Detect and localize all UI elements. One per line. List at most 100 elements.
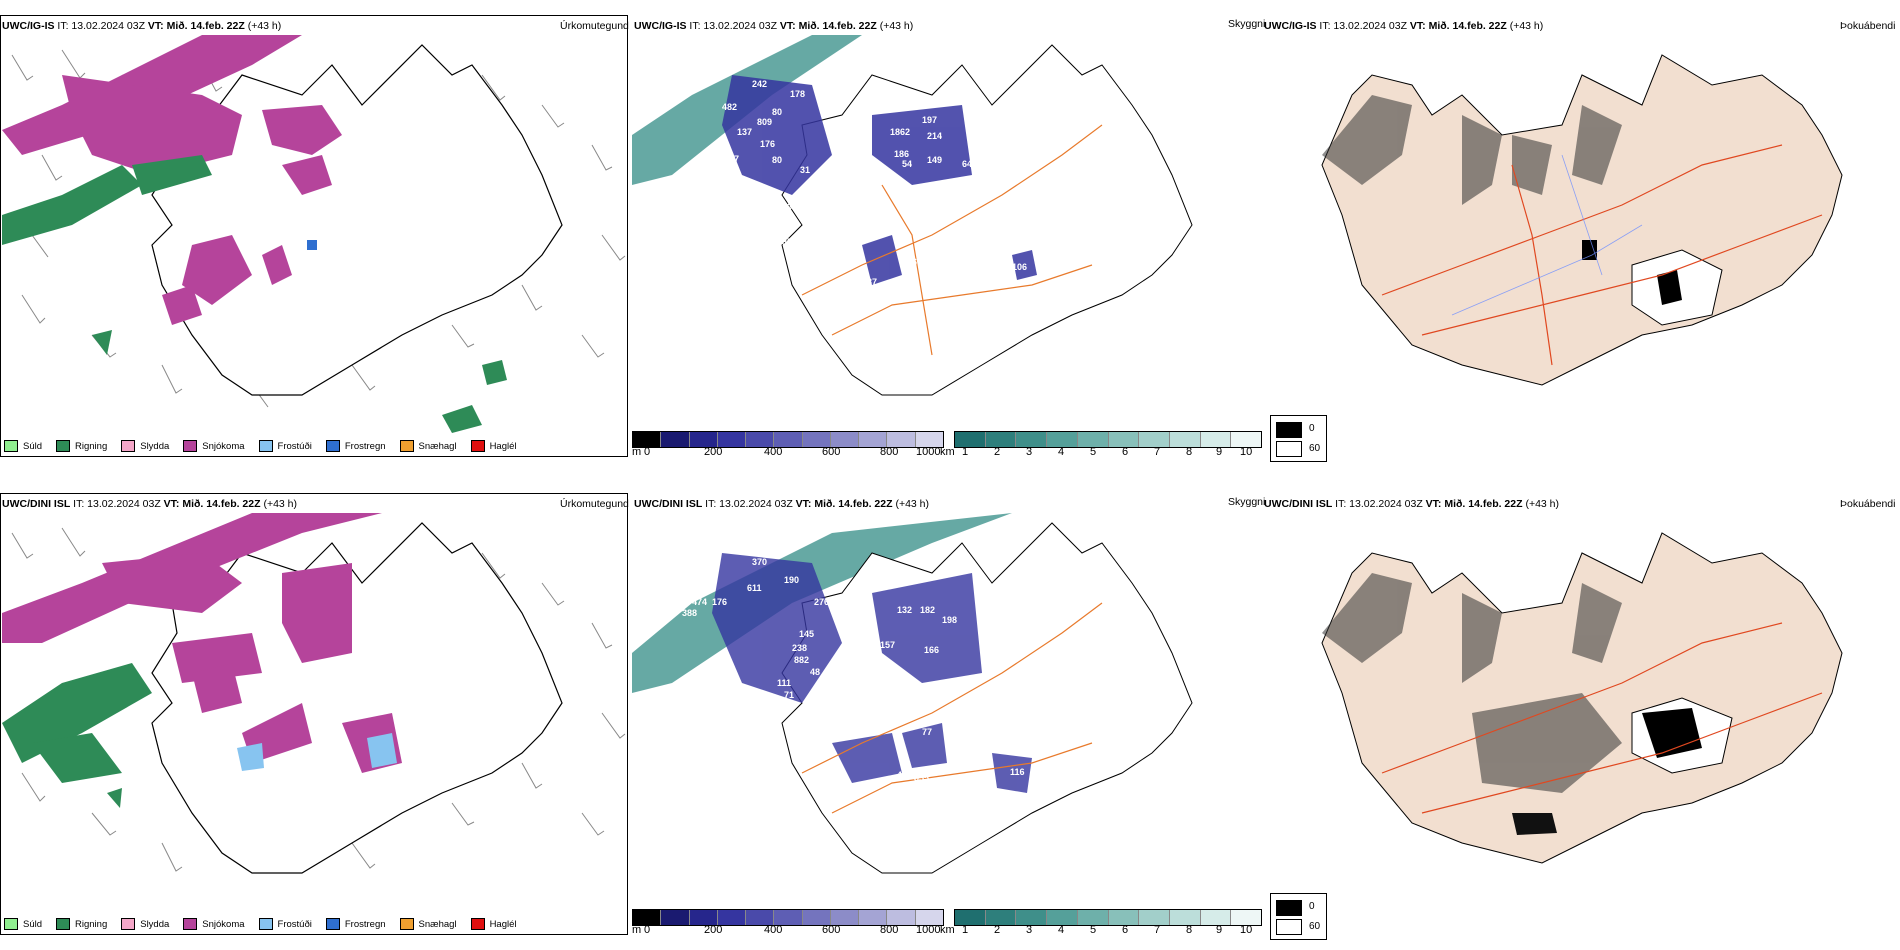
height-colorbar [632, 909, 944, 926]
fog-map [1321, 532, 1843, 864]
precip-type-panel: UWC/DINI ISL IT: 13.02.2024 03Z VT: Mið.… [0, 470, 630, 940]
legend-swatch [4, 918, 18, 930]
legend-item: Snjókoma [183, 918, 245, 930]
vis-label: 94 [787, 202, 797, 212]
vis-label: 242 [752, 79, 767, 89]
height-unit: m [632, 446, 642, 458]
vis-label: 48 [810, 667, 820, 677]
visibility-map: 242 178 482 80 809 137 176 510 187 218 8… [632, 35, 1193, 396]
height-tick: 600 [822, 446, 841, 458]
height-tick: 0 [644, 446, 651, 458]
legend-item: Rigning [56, 440, 107, 452]
vis-tick: 3 [1026, 924, 1033, 936]
vis-label: 60 [902, 703, 912, 713]
precip-type-panel: UWC/IG-IS IT: 13.02.2024 03Z VT: Mið. 14… [0, 0, 630, 470]
vis-label: 214 [927, 131, 942, 141]
legend-item: Súld [4, 918, 42, 930]
legend-item: Rigning [56, 918, 107, 930]
vis-label: 85 [782, 237, 792, 247]
init-time: IT: 13.02.2024 03Z [689, 20, 777, 32]
fog-swatch [1276, 441, 1302, 457]
height-tick: 600 [822, 924, 841, 936]
valid-time: Mið. 14.feb. 22Z [166, 20, 245, 32]
vis-label: 176 [760, 139, 775, 149]
vis-label: 80 [772, 155, 782, 165]
panel-header: UWC/DINI ISL IT: 13.02.2024 03Z VT: Mið.… [2, 498, 297, 510]
legend-label: Haglél [489, 440, 517, 452]
vis-label: 54 [902, 159, 912, 169]
vis-label: 145 [799, 629, 814, 639]
field-type: Úrkomutegund [560, 498, 629, 510]
fog-swatch [1276, 422, 1302, 438]
valid-label: VT: [163, 498, 180, 510]
init-time: IT: 13.02.2024 03Z [73, 498, 161, 510]
vis-label: 132 [897, 605, 912, 615]
legend-swatch [399, 918, 414, 930]
vis-label: 48 [897, 770, 907, 780]
legend-item: Haglél [470, 918, 517, 930]
vis-tick: 5 [1090, 446, 1097, 458]
legend-label: Haglél [489, 918, 517, 930]
lead-time: (+43 h) [1509, 20, 1544, 32]
vis-label: 190 [784, 575, 799, 585]
vis-label: 355 [914, 773, 929, 783]
vis-label: 128 [827, 227, 842, 237]
vis-unit: km [940, 924, 955, 936]
vis-label: 882 [794, 655, 809, 665]
init-time: IT: 13.02.2024 03Z [1319, 20, 1407, 32]
legend-swatch [258, 440, 273, 452]
height-unit: m [632, 924, 642, 936]
init-time: IT: 13.02.2024 03Z [57, 20, 145, 32]
legend-item: Slydda [121, 440, 169, 452]
init-time: IT: 13.02.2024 03Z [1335, 498, 1423, 510]
valid-time: Mið. 14.feb. 22Z [814, 498, 893, 510]
panel-header: UWC/IG-IS IT: 13.02.2024 03Z VT: Mið. 14… [634, 20, 913, 32]
vis-label: 37 [852, 620, 862, 630]
vis-label: 482 [722, 102, 737, 112]
height-tick: 400 [764, 446, 783, 458]
vis-tick: 7 [1154, 446, 1161, 458]
vis-label: 80 [772, 107, 782, 117]
height-tick: 1000 [916, 924, 941, 936]
legend-swatch [121, 918, 136, 930]
valid-time: Mið. 14.feb. 22Z [1428, 20, 1507, 32]
field-type: Skyggni [1228, 18, 1266, 30]
vis-label: 95 [922, 805, 932, 815]
height-colorbar [632, 431, 944, 448]
fog-label: 60 [1309, 921, 1321, 932]
vis-tick: 4 [1058, 924, 1065, 936]
legend-item: Frostregn [325, 440, 386, 452]
height-tick: 1000 [916, 446, 941, 458]
legend-label: Snjókoma [202, 440, 245, 452]
fog-legend: 0 60 [1270, 415, 1327, 462]
vis-tick: 7 [1154, 924, 1161, 936]
vis-label: 77 [922, 727, 932, 737]
vis-label: 187 [724, 154, 739, 164]
legend-item: Snæhagl [399, 440, 457, 452]
vis-tick: 8 [1186, 924, 1193, 936]
vis-label: 33 [732, 237, 742, 247]
vis-label: 103 [682, 715, 697, 725]
lead-time: (+43 h) [1525, 498, 1560, 510]
vis-label: 163 [987, 707, 1002, 717]
legend-label: Slydda [140, 918, 170, 930]
vis-label: 111 [1012, 725, 1026, 735]
valid-label: VT: [1409, 20, 1426, 32]
visibility-colorbar [954, 909, 1262, 926]
vis-label: 218 [707, 164, 722, 174]
vis-label: 474 [692, 597, 707, 607]
visibility-labels: 242 178 482 80 809 137 176 510 187 218 8… [702, 79, 1027, 307]
legend-item: Haglél [470, 440, 517, 452]
fog-panel: UWC/IG-IS IT: 13.02.2024 03Z VT: Mið. 14… [1262, 0, 1900, 470]
visibility-panel: UWC/DINI ISL IT: 13.02.2024 03Z VT: Mið.… [632, 470, 1265, 940]
legend-swatch [258, 918, 273, 930]
vis-tick: 2 [994, 446, 1001, 458]
panel-header: UWC/IG-IS IT: 13.02.2024 03Z VT: Mið. 14… [2, 20, 281, 32]
field-type: Úrkomutegund [560, 20, 629, 32]
legend-item: Frostúði [258, 918, 312, 930]
vis-label: 137 [737, 127, 752, 137]
vis-tick: 2 [994, 924, 1001, 936]
vis-label: 149 [927, 155, 942, 165]
row-dini-isl: UWC/DINI ISL IT: 13.02.2024 03Z VT: Mið.… [0, 470, 1900, 940]
model-name: UWC/DINI ISL [634, 498, 703, 510]
